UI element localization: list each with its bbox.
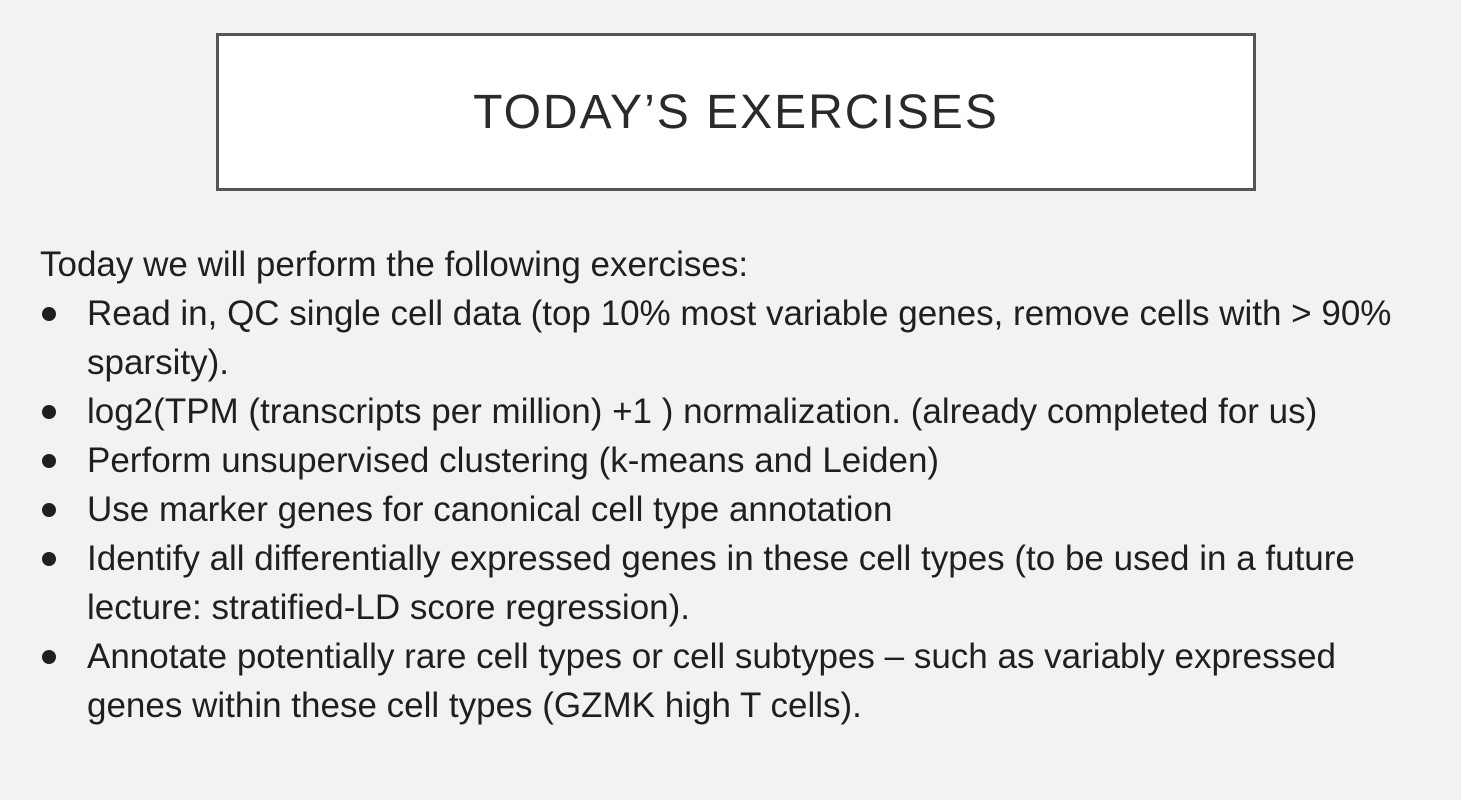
exercise-item: Perform unsupervised clustering (k-means… — [40, 436, 1440, 485]
bullet-icon — [42, 503, 56, 517]
exercise-list: Read in, QC single cell data (top 10% mo… — [40, 289, 1440, 730]
exercise-item: Annotate potentially rare cell types or … — [40, 632, 1440, 730]
bullet-icon — [42, 307, 56, 321]
title-box: TODAY’S EXERCISES — [216, 33, 1256, 191]
bullet-icon — [42, 454, 56, 468]
exercise-item: Identify all differentially expressed ge… — [40, 534, 1440, 632]
exercise-text: Annotate potentially rare cell types or … — [87, 637, 1336, 725]
bullet-icon — [42, 405, 56, 419]
slide-content: Today we will perform the following exer… — [40, 241, 1440, 730]
exercise-item: Use marker genes for canonical cell type… — [40, 485, 1440, 534]
exercise-text: Use marker genes for canonical cell type… — [87, 490, 893, 529]
bullet-icon — [42, 552, 56, 566]
exercise-item: Read in, QC single cell data (top 10% mo… — [40, 289, 1440, 387]
exercise-text: Read in, QC single cell data (top 10% mo… — [87, 294, 1392, 382]
exercise-text: Identify all differentially expressed ge… — [87, 539, 1355, 627]
exercise-item: log2(TPM (transcripts per million) +1 ) … — [40, 387, 1440, 436]
slide-title: TODAY’S EXERCISES — [473, 85, 999, 139]
exercise-text: log2(TPM (transcripts per million) +1 ) … — [87, 392, 1318, 431]
exercise-text: Perform unsupervised clustering (k-means… — [87, 441, 940, 480]
intro-text: Today we will perform the following exer… — [40, 245, 749, 284]
bullet-icon — [42, 650, 56, 664]
